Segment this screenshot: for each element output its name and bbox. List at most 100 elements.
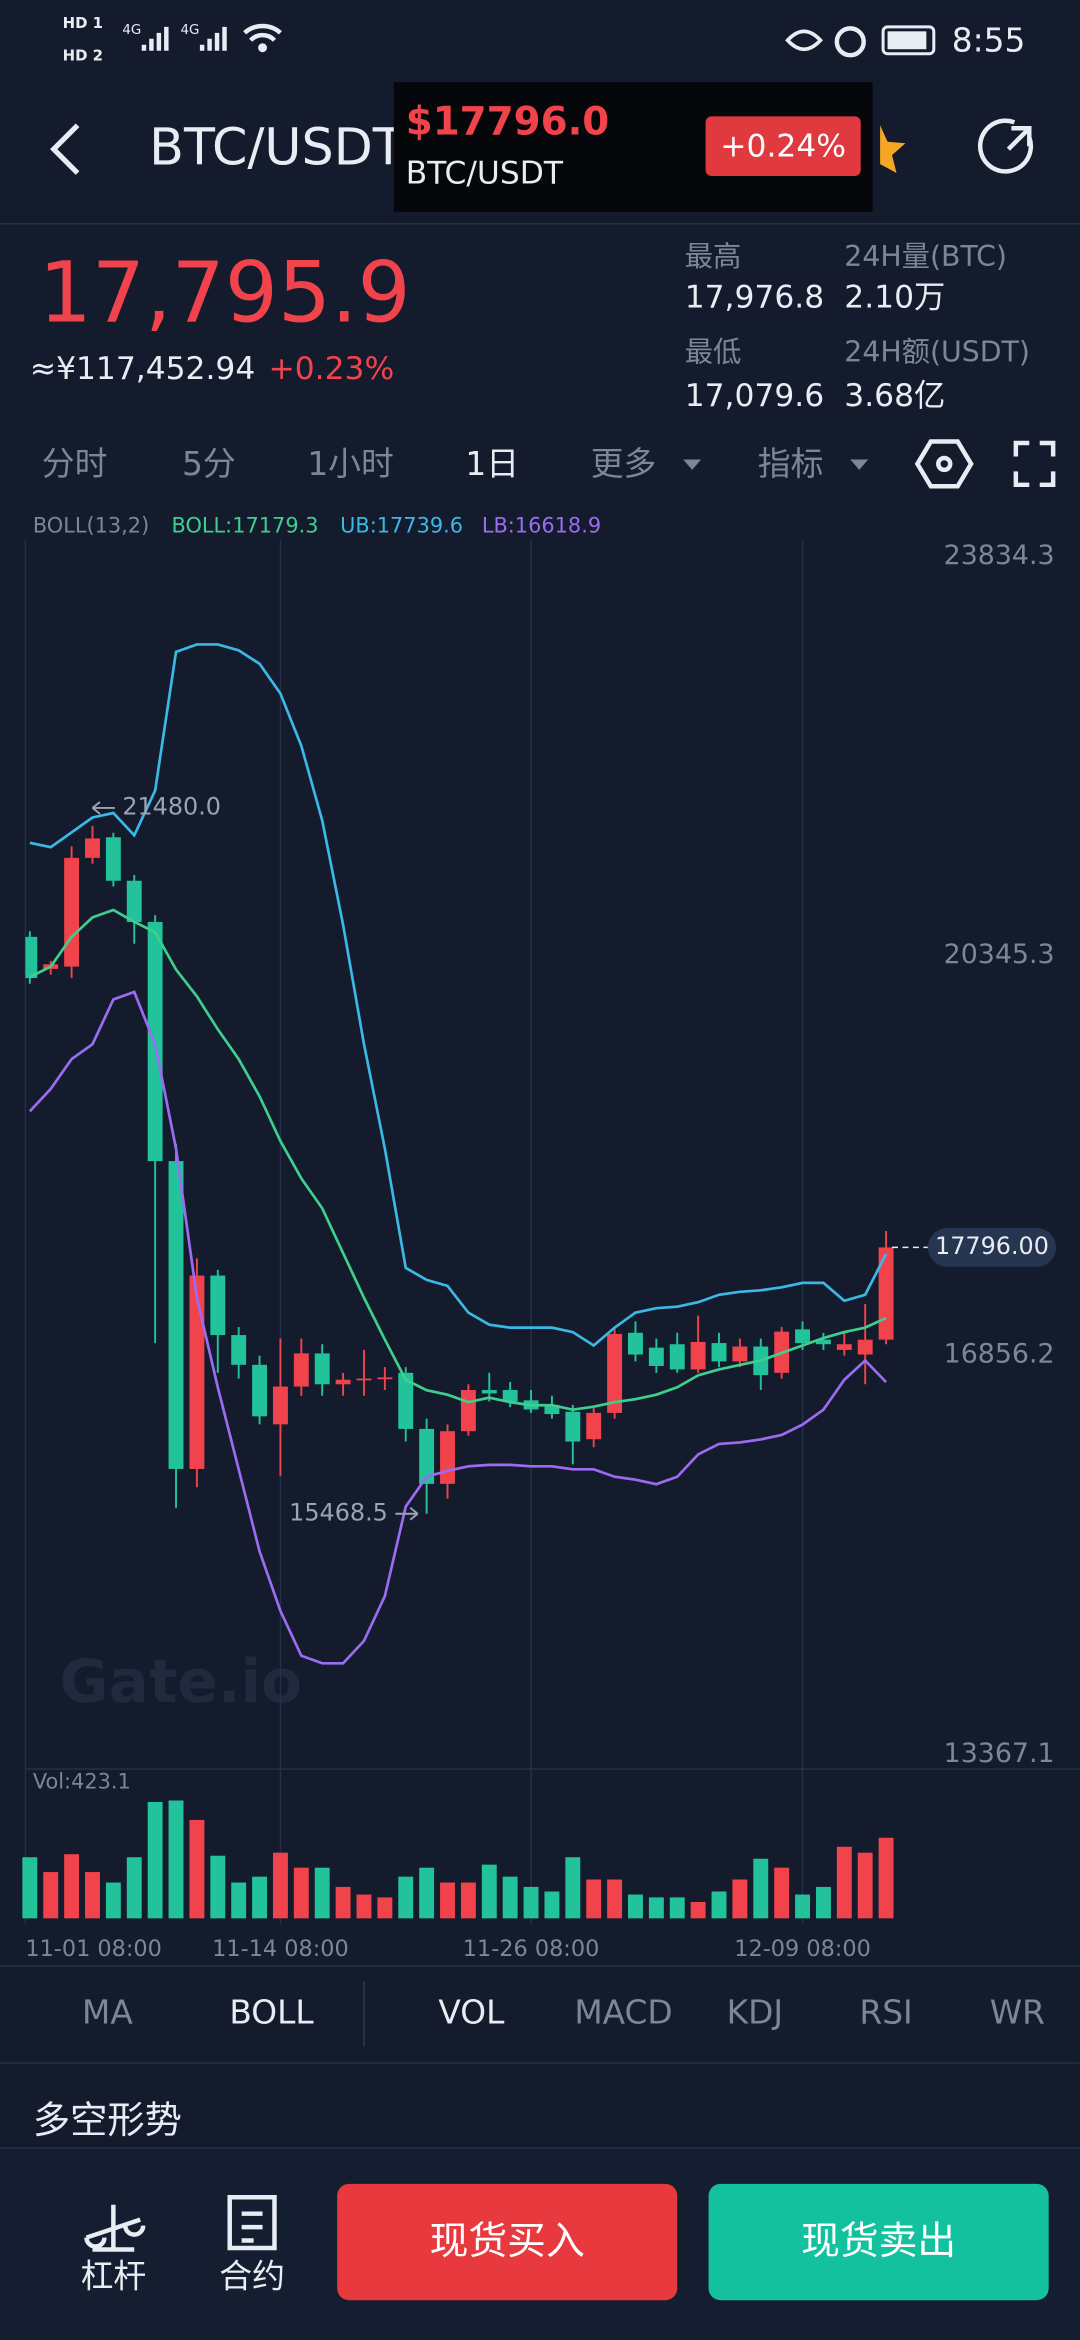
volume-bar [878,1837,894,1919]
sell-label[interactable]: 现货卖出 [801,2219,956,2264]
interval-tab[interactable]: 指标 [758,445,824,483]
network-label: 4G [180,23,199,38]
candle-body [648,1347,664,1366]
volume-bar [231,1882,247,1919]
volume-bar [544,1891,560,1919]
plot-area [25,643,894,1665]
candle-body [85,838,100,858]
bar-item[interactable]: 杠杆 [81,2257,147,2295]
indicator-tab[interactable]: WR [990,1993,1045,2031]
indicator-tab[interactable]: MA [82,1993,133,2031]
volume-bar [126,1857,142,1919]
candle-body [272,1386,288,1425]
wifi-dot [258,43,268,53]
indicator-tab[interactable]: MACD [574,1993,672,2031]
legend-entry: LB:16618.9 [482,514,601,538]
leverage-icon[interactable] [84,2204,146,2252]
alarm-icon [834,26,866,58]
candle-body [628,1332,643,1355]
indicator-tab-active[interactable]: VOL [438,1993,505,2031]
candle-body [252,1364,268,1417]
candle-body [607,1333,623,1413]
candle-body [356,1378,372,1381]
indicator-tab[interactable]: RSI [859,1993,912,2031]
popup-pair: BTC/USDT [406,156,564,192]
volume-bar [586,1879,602,1919]
volume-bar [774,1867,790,1919]
volume-panel [22,1800,894,1919]
settings-button[interactable] [914,439,974,489]
candle-body [210,1275,226,1336]
popup-change-pill [705,116,861,177]
candle-body [377,1377,393,1380]
candle-body [105,837,121,881]
volume-bar [523,1886,539,1919]
cny-price: ≈¥117,452.94 [30,351,255,387]
contract-icon[interactable] [227,2195,277,2251]
interval-tab[interactable]: 更多 [591,445,657,483]
settings-dot [936,455,953,473]
candle-body [440,1431,455,1484]
fullscreen-button[interactable] [1013,440,1056,488]
interval-tab[interactable]: 5分 [182,445,236,483]
pair-title: BTC/USDT [149,118,405,177]
candle-body [231,1335,247,1365]
volume-bar [293,1867,309,1919]
volume-bar [105,1882,121,1919]
bar-item[interactable]: 合约 [219,2257,285,2295]
min-marker: 15468.5 [289,1498,388,1526]
marker-arrow [91,801,115,815]
popup-change: +0.24% [720,129,846,165]
wifi-icon [243,23,282,42]
volume-bar [64,1854,80,1919]
last-price: 17,795.9 [39,243,411,341]
favorite-star[interactable] [880,125,906,174]
candle-body [795,1329,810,1344]
stat-label: 最低 [685,336,742,369]
signal-icon [141,26,227,51]
candle-body [732,1346,748,1362]
candle-body [711,1343,727,1362]
buy-label[interactable]: 现货买入 [430,2219,585,2264]
candle-body [168,1161,184,1469]
volume-bar [690,1901,706,1919]
volume-bar [147,1802,163,1919]
stat-value: 17,079.6 [685,378,824,414]
grid [279,539,804,1925]
candle-body [857,1339,873,1355]
candle-body [419,1428,435,1484]
eye-icon [785,29,823,52]
volume-bar [440,1882,455,1919]
dropdown-arrow [850,459,869,470]
buy-button[interactable] [337,2183,678,2301]
y-tick-label: 20345.3 [944,939,1055,970]
candle-body [481,1390,497,1394]
volume-label: Vol:423.1 [33,1770,131,1794]
volume-bar [460,1882,476,1919]
sim-label: HD 2 [63,47,103,65]
boll-line [29,643,888,1348]
share-button[interactable] [977,118,1034,174]
candle-body [502,1390,518,1402]
volume-bar [335,1886,351,1919]
sell-button[interactable] [708,2183,1049,2301]
boll-line [28,990,888,1665]
interval-tab-active[interactable]: 1日 [465,445,519,483]
indicator-tab-active[interactable]: BOLL [229,1993,314,2031]
interval-tab[interactable]: 1小时 [307,445,393,483]
interval-tab[interactable]: 分时 [42,445,108,483]
battery-level [887,31,927,50]
x-tick-label: 11-14 08:00 [212,1936,349,1962]
battery-icon [881,25,936,56]
candle-body [335,1379,351,1385]
candle-body [189,1275,205,1469]
indicator-tab[interactable]: KDJ [727,1993,783,2031]
volume-bar [314,1867,330,1919]
x-tick-label: 11-01 08:00 [25,1936,162,1962]
stat-value: 2.10万 [844,279,945,315]
back-button[interactable] [50,123,80,175]
legend-entry: BOLL:17179.3 [172,514,319,538]
section-title: 多空形势 [33,2098,182,2142]
candle-body [314,1353,330,1385]
x-tick-label: 11-26 08:00 [463,1936,600,1962]
